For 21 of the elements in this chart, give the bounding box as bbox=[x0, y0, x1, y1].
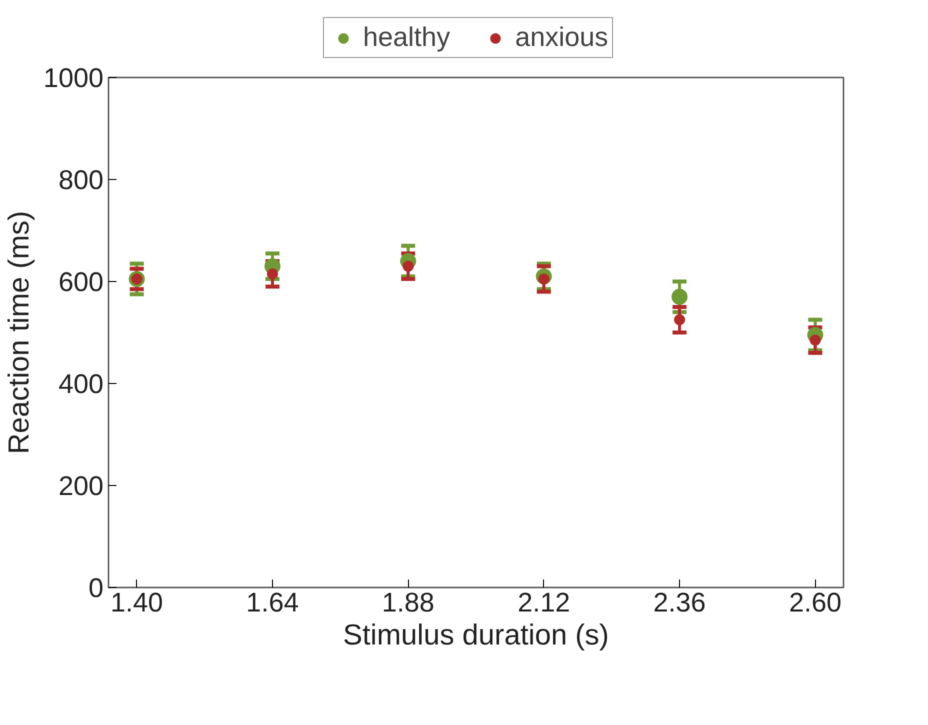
legend-label: healthy bbox=[363, 22, 450, 53]
x-axis-title: Stimulus duration (s) bbox=[343, 620, 609, 652]
x-tick-label: 2.36 bbox=[653, 588, 706, 618]
point bbox=[266, 268, 278, 280]
x-tick-label: 1.88 bbox=[382, 588, 434, 618]
x-tick-label: 2.12 bbox=[518, 588, 570, 618]
point bbox=[402, 260, 414, 272]
y-tick-label: 400 bbox=[58, 369, 104, 399]
point bbox=[674, 314, 686, 326]
point bbox=[810, 334, 821, 346]
legend-label: anxious bbox=[515, 22, 608, 53]
point bbox=[672, 288, 688, 305]
x-tick-label: 1.40 bbox=[110, 588, 164, 618]
y-tick-label: 200 bbox=[58, 471, 104, 501]
x-tick-label: 1.64 bbox=[246, 588, 299, 618]
x-tick-label: 2.60 bbox=[788, 588, 842, 618]
y-axis-title: Reaction time (ms) bbox=[3, 210, 36, 454]
y-tick-label: 800 bbox=[58, 165, 104, 195]
y-tick-label: 1000 bbox=[43, 63, 104, 93]
y-tick-label: 0 bbox=[88, 573, 104, 603]
y-tick-label: 600 bbox=[58, 267, 104, 297]
